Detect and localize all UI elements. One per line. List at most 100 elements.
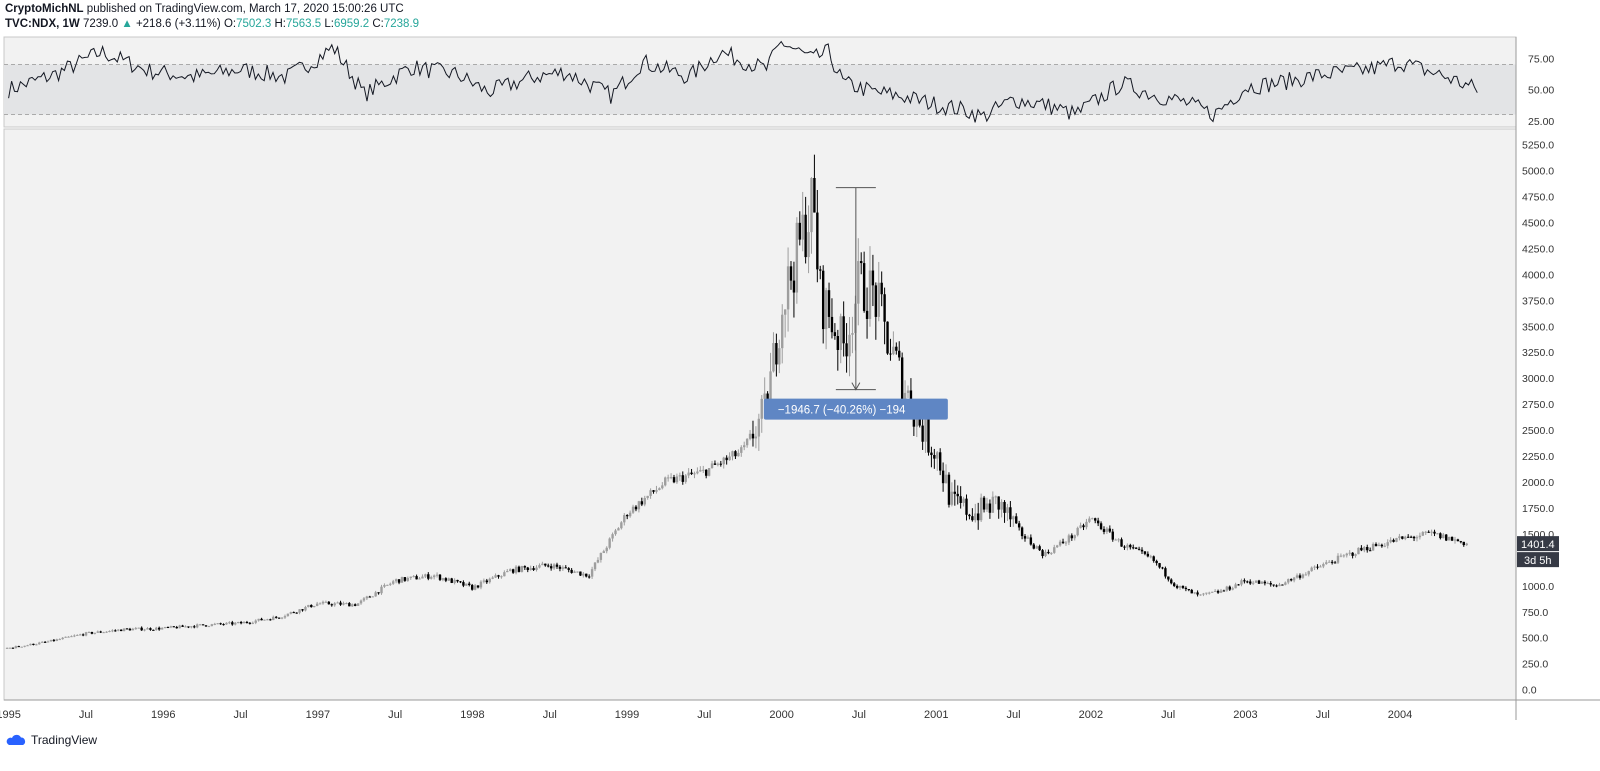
candle <box>456 579 459 583</box>
candle <box>450 577 453 584</box>
candle <box>1213 589 1217 592</box>
candle-body <box>1137 548 1141 550</box>
candle <box>576 571 579 573</box>
candle-body <box>1360 547 1363 551</box>
candle <box>868 246 872 327</box>
candle-body <box>862 263 866 311</box>
candle <box>102 631 105 634</box>
candle <box>953 479 957 506</box>
candle <box>1123 545 1126 550</box>
candle <box>845 323 848 373</box>
candle-body <box>269 619 272 621</box>
candle <box>1000 499 1003 518</box>
time-tick-label: 1995 <box>0 709 21 721</box>
candle <box>1219 588 1223 594</box>
candle-body <box>988 503 992 513</box>
candle-body <box>64 636 67 638</box>
candle-body <box>1012 516 1015 520</box>
candle <box>1152 555 1155 563</box>
candle-body <box>1450 536 1454 541</box>
candle <box>514 565 518 575</box>
candle-body <box>1196 592 1199 595</box>
candle <box>146 627 149 630</box>
candle-body <box>903 392 907 402</box>
candle <box>573 570 576 573</box>
candle-body <box>614 530 617 535</box>
candle-body <box>450 578 453 583</box>
candle-body <box>152 629 155 631</box>
candle <box>713 460 717 465</box>
candle-body <box>526 567 529 571</box>
candle-body <box>397 579 401 583</box>
candle <box>778 339 781 374</box>
candle-body <box>830 316 834 333</box>
candle-body <box>473 585 477 590</box>
candle-body <box>43 641 47 643</box>
candle <box>242 621 246 624</box>
time-tick-label: Jul <box>388 709 402 721</box>
candle-body <box>8 647 12 649</box>
candle-body <box>628 512 632 517</box>
candle-body <box>1208 592 1211 594</box>
candle <box>1304 572 1308 576</box>
candle-body <box>947 474 951 505</box>
symbol-label[interactable]: TVC:NDX, 1W <box>5 18 80 30</box>
candle <box>8 647 12 649</box>
candle-body <box>754 436 758 439</box>
candle-body <box>532 568 535 570</box>
candle <box>134 626 137 630</box>
candle <box>29 643 32 646</box>
candle <box>359 599 363 605</box>
candle <box>968 513 971 520</box>
header-line-1: CryptoMichNL published on TradingView.co… <box>5 2 404 17</box>
price-tick-label: 1000.0 <box>1522 581 1554 593</box>
candle-body <box>38 642 41 645</box>
candle-body <box>394 579 398 582</box>
candle <box>187 626 190 629</box>
candle <box>1146 551 1150 558</box>
candle <box>23 645 26 648</box>
candle <box>1398 533 1401 541</box>
author-name[interactable]: CryptoMichNL <box>5 3 84 15</box>
candle <box>1061 538 1065 545</box>
candle <box>482 578 486 584</box>
candle-body <box>1088 518 1091 522</box>
candle <box>634 505 638 512</box>
candle <box>877 261 880 322</box>
candle-body <box>1082 525 1085 528</box>
candle-body <box>769 371 772 412</box>
candle <box>760 395 763 433</box>
candle-body <box>406 577 410 581</box>
candle <box>353 603 357 607</box>
candle-body <box>90 632 94 634</box>
candle-body <box>1298 575 1302 578</box>
candle <box>40 641 44 643</box>
candle <box>614 528 617 536</box>
candle <box>374 590 377 597</box>
candle-body <box>327 601 331 605</box>
candle-body <box>860 261 863 264</box>
candle <box>1140 547 1144 554</box>
candle <box>824 287 828 350</box>
candle <box>351 603 354 608</box>
candle <box>626 514 629 520</box>
candle <box>950 482 954 507</box>
brand-name[interactable]: TradingView <box>31 733 98 747</box>
candle <box>1339 553 1343 558</box>
price-tick-label: 500.0 <box>1522 633 1548 645</box>
candle-body <box>1219 590 1223 593</box>
rsi-line <box>8 40 1478 123</box>
candle <box>716 462 720 467</box>
candle <box>544 563 547 567</box>
candle-body <box>128 628 132 631</box>
candle-body <box>1456 539 1460 542</box>
candle-body <box>1316 566 1319 568</box>
candle <box>345 602 348 605</box>
candle-body <box>1249 581 1252 584</box>
candle-body <box>666 477 670 479</box>
candle-body <box>1404 536 1407 539</box>
candle-body <box>892 346 895 355</box>
candle <box>313 605 316 608</box>
last-price-tag <box>1517 536 1559 552</box>
